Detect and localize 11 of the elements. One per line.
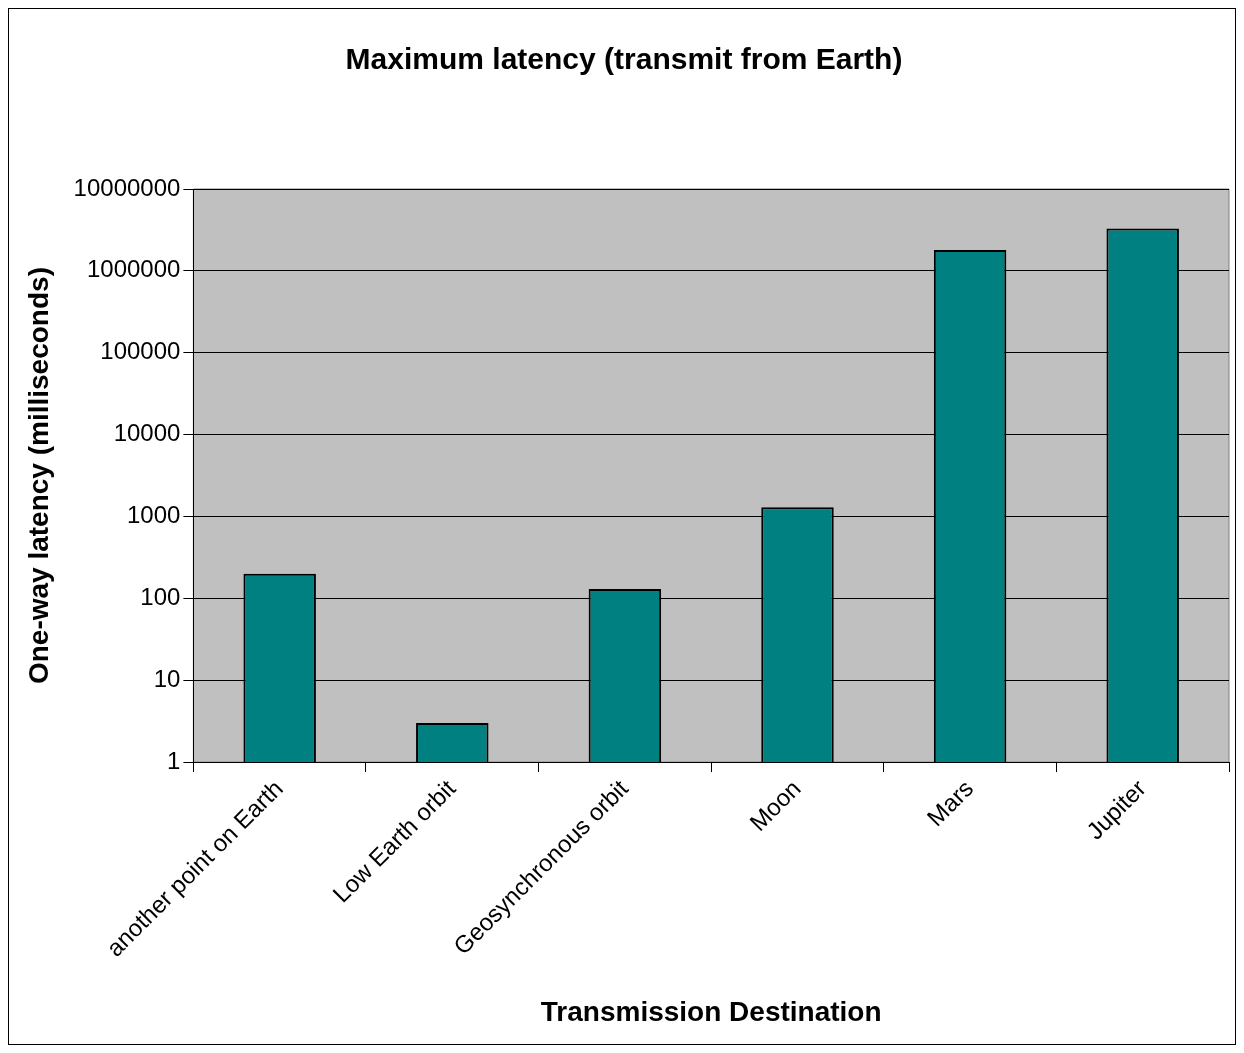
y-tick-label: 100000 <box>100 337 181 365</box>
y-tick-label: 10000 <box>113 419 181 447</box>
y-tick-label: 100 <box>140 582 181 610</box>
y-tick-label: 1000000 <box>86 255 181 283</box>
y-tick-label: 10 <box>153 664 181 692</box>
y-tick-label: 10000000 <box>73 173 181 201</box>
y-tick-label: 1000 <box>126 501 181 529</box>
y-axis-title: One-way latency (milliseconds) <box>22 267 54 685</box>
x-axis-title: Transmission Destination <box>540 995 882 1027</box>
chart-title: Maximum latency (transmit from Earth) <box>345 42 903 76</box>
y-tick-label: 1 <box>167 746 181 774</box>
